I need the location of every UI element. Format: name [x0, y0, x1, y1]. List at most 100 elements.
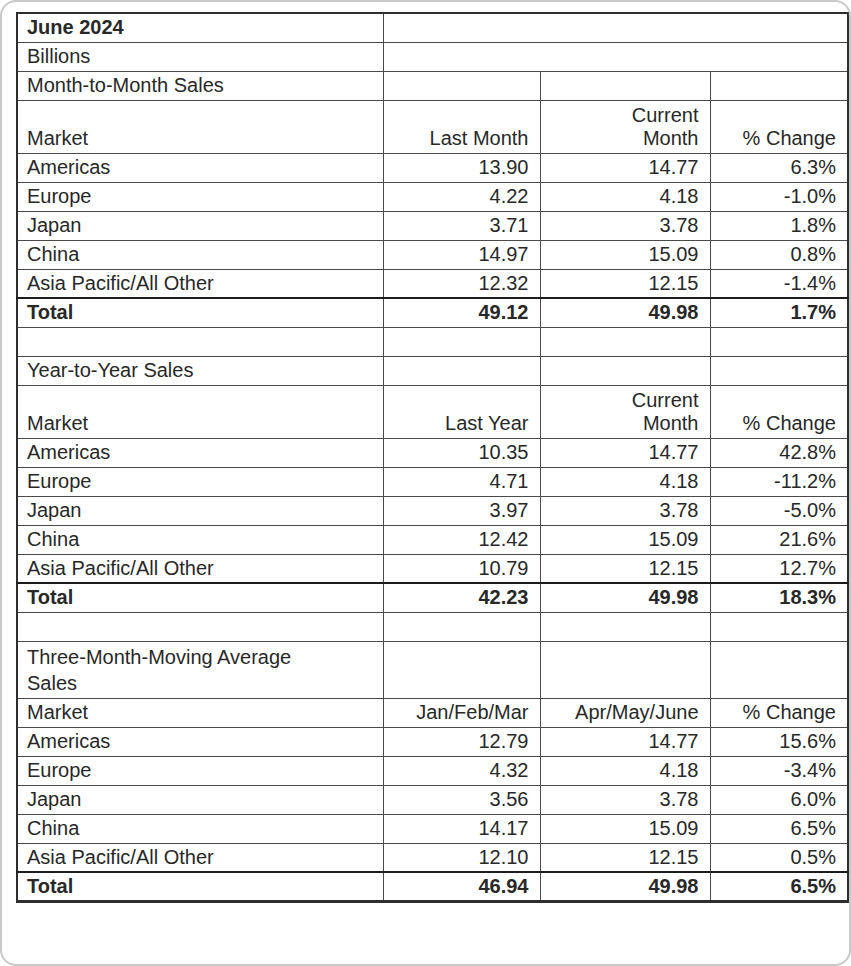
total-percent-cell: 6.5% — [710, 872, 848, 901]
table-row: Japan 3.97 3.78 -5.0% — [17, 496, 848, 525]
value-cell: 4.18 — [540, 467, 710, 496]
section-title: Three-Month-Moving Average Sales — [17, 641, 383, 698]
total-row: Total 42.23 49.98 18.3% — [17, 583, 848, 612]
value-cell: 12.79 — [383, 727, 540, 756]
value-cell: 4.32 — [383, 756, 540, 785]
value-cell: 13.90 — [383, 153, 540, 182]
value-cell: 12.15 — [540, 843, 710, 872]
total-row: Total 46.94 49.98 6.5% — [17, 872, 848, 901]
column-header-current: Current Month — [540, 385, 710, 438]
value-cell: 12.15 — [540, 554, 710, 583]
market-cell: Europe — [17, 182, 383, 211]
column-header-change: % Change — [710, 385, 848, 438]
table-row: Americas 12.79 14.77 15.6% — [17, 727, 848, 756]
empty-cell — [540, 641, 710, 698]
empty-cell — [540, 71, 710, 100]
percent-cell: -1.4% — [710, 269, 848, 298]
total-percent-cell: 18.3% — [710, 583, 848, 612]
table-row: Americas 13.90 14.77 6.3% — [17, 153, 848, 182]
value-cell: 10.79 — [383, 554, 540, 583]
header-row: Market Last Year Current Month % Change — [17, 385, 848, 438]
column-header-current: Apr/May/June — [540, 698, 710, 727]
section-title-row: Month-to-Month Sales — [17, 71, 848, 100]
table-row: Americas 10.35 14.77 42.8% — [17, 438, 848, 467]
column-header-change: % Change — [710, 698, 848, 727]
value-cell: 3.78 — [540, 211, 710, 240]
sales-table: June 2024 Billions Month-to-Month Sales … — [16, 12, 849, 903]
column-header-market: Market — [17, 385, 383, 438]
percent-cell: 21.6% — [710, 525, 848, 554]
market-cell: Americas — [17, 727, 383, 756]
month-title: June 2024 — [17, 13, 383, 42]
empty-cell — [710, 71, 848, 100]
percent-cell: 1.8% — [710, 211, 848, 240]
market-cell: Asia Pacific/All Other — [17, 269, 383, 298]
empty-cell — [710, 641, 848, 698]
market-cell: Asia Pacific/All Other — [17, 843, 383, 872]
section-title: Year-to-Year Sales — [17, 356, 383, 385]
column-header-current-line2: Month — [541, 127, 699, 150]
table-row: China 14.17 15.09 6.5% — [17, 814, 848, 843]
report-page: June 2024 Billions Month-to-Month Sales … — [0, 0, 851, 966]
value-cell: 14.77 — [540, 727, 710, 756]
percent-cell: 0.8% — [710, 240, 848, 269]
market-cell: Japan — [17, 496, 383, 525]
percent-cell: 0.5% — [710, 843, 848, 872]
column-header-change: % Change — [710, 100, 848, 153]
market-cell: Japan — [17, 785, 383, 814]
section-title-row: Three-Month-Moving Average Sales — [17, 641, 848, 698]
header-row: Market Last Month Current Month % Change — [17, 100, 848, 153]
table-row: Asia Pacific/All Other 10.79 12.15 12.7% — [17, 554, 848, 583]
table-row: Asia Pacific/All Other 12.32 12.15 -1.4% — [17, 269, 848, 298]
total-label-cell: Total — [17, 872, 383, 901]
value-cell: 4.18 — [540, 756, 710, 785]
percent-cell: 6.3% — [710, 153, 848, 182]
table-row: Billions — [17, 42, 848, 71]
value-cell: 4.22 — [383, 182, 540, 211]
percent-cell: -5.0% — [710, 496, 848, 525]
market-cell: China — [17, 240, 383, 269]
unit-label: Billions — [17, 42, 383, 71]
column-header-current-line2: Month — [541, 412, 699, 435]
value-cell: 12.10 — [383, 843, 540, 872]
column-header-current-line1: Current — [541, 104, 699, 127]
table-row: Europe 4.32 4.18 -3.4% — [17, 756, 848, 785]
table-row: June 2024 — [17, 13, 848, 42]
total-value-cell: 49.12 — [383, 298, 540, 327]
percent-cell: -11.2% — [710, 467, 848, 496]
section-title-row: Year-to-Year Sales — [17, 356, 848, 385]
total-label-cell: Total — [17, 298, 383, 327]
empty-cell — [383, 42, 848, 71]
column-header-previous: Last Month — [383, 100, 540, 153]
value-cell: 3.78 — [540, 496, 710, 525]
table-row: Asia Pacific/All Other 12.10 12.15 0.5% — [17, 843, 848, 872]
table-row: Japan 3.56 3.78 6.0% — [17, 785, 848, 814]
total-value-cell: 49.98 — [540, 872, 710, 901]
market-cell: China — [17, 814, 383, 843]
empty-cell — [540, 356, 710, 385]
value-cell: 15.09 — [540, 814, 710, 843]
market-cell: Europe — [17, 756, 383, 785]
table-row: Europe 4.22 4.18 -1.0% — [17, 182, 848, 211]
percent-cell: -3.4% — [710, 756, 848, 785]
table-row: Europe 4.71 4.18 -11.2% — [17, 467, 848, 496]
empty-cell — [540, 327, 710, 356]
value-cell: 14.77 — [540, 438, 710, 467]
market-cell: Americas — [17, 153, 383, 182]
value-cell: 15.09 — [540, 525, 710, 554]
value-cell: 3.71 — [383, 211, 540, 240]
value-cell: 12.42 — [383, 525, 540, 554]
value-cell: 14.77 — [540, 153, 710, 182]
section-title: Month-to-Month Sales — [17, 71, 383, 100]
value-cell: 10.35 — [383, 438, 540, 467]
empty-cell — [710, 612, 848, 641]
column-header-previous: Last Year — [383, 385, 540, 438]
column-header-market: Market — [17, 100, 383, 153]
value-cell: 12.15 — [540, 269, 710, 298]
percent-cell: -1.0% — [710, 182, 848, 211]
empty-cell — [383, 612, 540, 641]
value-cell: 14.97 — [383, 240, 540, 269]
market-cell: Asia Pacific/All Other — [17, 554, 383, 583]
empty-cell — [383, 356, 540, 385]
empty-cell — [17, 612, 383, 641]
